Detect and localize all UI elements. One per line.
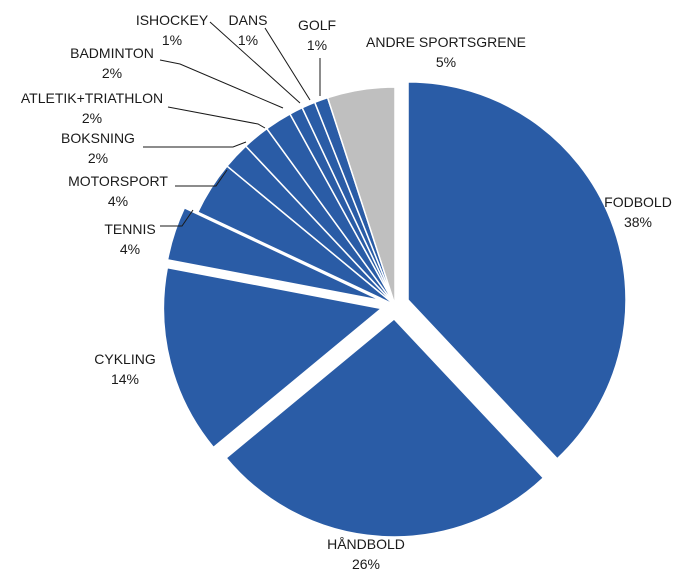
slice-value-label: 4% [108,193,128,209]
slice-category-label: ANDRE SPORTSGRENE [366,34,526,50]
leader-lines [143,21,321,227]
slice-value-label: 1% [238,32,258,48]
slice-value-label: 2% [82,110,102,126]
slice-value-label: 1% [162,32,182,48]
slice-value-label: 2% [88,150,108,166]
leader-line [209,21,301,104]
pie-slice-h-ndbold [225,317,545,538]
pie-slices [162,81,627,538]
slice-value-label: 2% [102,65,122,81]
slice-category-label: TENNIS [104,221,155,237]
slice-category-label: ATLETIK+TRIATHLON [21,90,163,106]
slice-category-label: CYKLING [94,351,155,367]
slice-category-label: MOTORSPORT [68,173,168,189]
pie-slice-tennis [166,206,383,302]
pie-slice-fodbold [407,81,627,460]
slice-value-label: 1% [307,37,327,53]
slice-category-label: FODBOLD [604,194,672,210]
pie-slice-andre-sportsgrene [326,86,396,306]
leader-line [143,141,247,148]
slice-value-label: 14% [111,371,139,387]
slice-category-label: BOKSNING [61,130,135,146]
pie-slice-cykling [162,266,384,449]
slice-value-label: 26% [352,556,380,569]
slice-value-label: 4% [120,241,140,257]
leader-line [264,27,311,101]
leader-line [175,169,228,187]
slice-category-label: DANS [229,12,268,28]
slice-value-label: 5% [436,54,456,70]
leader-line [167,106,266,129]
slice-labels: FODBOLD 38% HÅNDBOLD 26% CYKLING 14% TENNIS 4% M… [21,12,672,569]
slice-category-label: BADMINTON [70,45,154,61]
slice-category-label: HÅNDBOLD [327,536,405,552]
slice-category-label: GOLF [298,17,336,33]
leader-line [160,209,194,227]
leader-line [159,59,284,109]
slice-value-label: 38% [624,214,652,230]
slice-category-label: ISHOCKEY [136,12,209,28]
